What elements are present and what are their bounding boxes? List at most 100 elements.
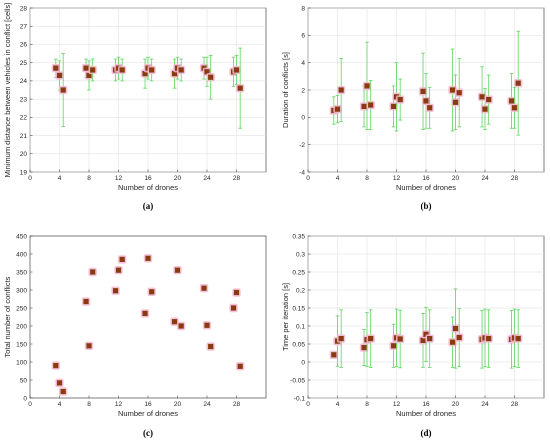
data-point [449, 87, 456, 93]
y-tick-label: 24 [20, 78, 28, 85]
data-point [452, 99, 459, 105]
x-tick-label: 16 [144, 401, 152, 408]
data-point [420, 337, 426, 343]
data-point [390, 343, 397, 349]
y-tick-label: 0 [301, 115, 305, 122]
data-point [83, 298, 89, 305]
y-tick-label: 0.1 [296, 323, 305, 330]
data-point [56, 380, 63, 386]
data-point [508, 98, 515, 104]
data-point [364, 83, 370, 89]
chart-panel-d: 0 4 8 12 16 20 24 28 -0.1 -0.05 0 0.05 0.1 0.15 0.2 0.2… [281, 233, 545, 438]
x-tick-label: 0 [28, 401, 32, 408]
y-tick-label: 22 [20, 115, 28, 122]
data-point [201, 285, 207, 291]
y-tick-label: 21 [20, 133, 28, 140]
data-point [361, 345, 367, 351]
data-point [149, 289, 155, 295]
data-point [230, 305, 237, 311]
data-point [368, 336, 374, 342]
data-point [511, 105, 518, 111]
data-point [331, 352, 337, 358]
data-point [233, 289, 240, 296]
y-tick-label: 8 [301, 5, 305, 12]
y-tick-label: 25 [20, 60, 28, 67]
x-tick-label: 8 [87, 401, 91, 408]
data-point [334, 106, 341, 112]
data-point [427, 105, 433, 111]
data-point [149, 67, 155, 73]
data-point [368, 102, 374, 108]
panel-label: (b) [421, 201, 432, 211]
x-tick-label: 8 [365, 175, 369, 182]
y-tick-label: 100 [16, 359, 27, 366]
data-point [237, 363, 243, 369]
y-tick-label: 350 [16, 269, 27, 276]
data-point [53, 65, 59, 71]
x-tick-label: 16 [422, 401, 430, 408]
data-point [208, 343, 214, 350]
x-axis-label: Number of drones [396, 183, 456, 192]
y-tick-label: 26 [20, 42, 28, 49]
y-tick-label: 6 [301, 33, 305, 40]
y-tick-label: 50 [20, 377, 28, 384]
data-point [486, 336, 492, 342]
data-point [86, 343, 92, 349]
data-point [119, 67, 125, 73]
chart-panel-c: 0 4 8 12 16 20 24 28 0 50 100 150 200 250 300 350 400 450… [3, 233, 267, 438]
y-tick-label: 4 [301, 60, 305, 67]
x-tick-label: 20 [452, 175, 460, 182]
x-tick-label: 24 [481, 401, 489, 408]
data-point [482, 106, 488, 112]
x-tick-label: 16 [422, 175, 430, 182]
x-tick-label: 24 [203, 175, 211, 182]
y-tick-label: 23 [20, 96, 28, 103]
x-tick-label: 4 [58, 175, 62, 182]
panel-label: (a) [143, 201, 154, 211]
y-tick-label: -4 [299, 169, 305, 176]
data-point [449, 339, 456, 345]
y-tick-label: 450 [16, 233, 27, 240]
x-tick-label: 0 [306, 401, 310, 408]
data-point [233, 67, 240, 73]
data-point [178, 323, 184, 329]
x-tick-label: 16 [144, 175, 152, 182]
x-tick-label: 4 [58, 401, 62, 408]
x-tick-label: 28 [511, 175, 519, 182]
y-tick-label: 300 [16, 287, 27, 294]
data-point [515, 80, 521, 86]
data-point [397, 96, 403, 103]
y-tick-label: 20 [20, 151, 28, 158]
y-tick-label: 400 [16, 251, 27, 258]
data-point [397, 336, 403, 342]
y-tick-label: 0.2 [296, 287, 305, 294]
data-point [515, 336, 521, 342]
data-point [456, 90, 462, 96]
data-point [142, 71, 148, 77]
data-point [112, 288, 119, 294]
chart-panel-a: 0 4 8 12 16 20 24 28 19 20 21 22 23 24 25 26 27 28 Number … [3, 3, 267, 211]
x-tick-label: 20 [452, 401, 460, 408]
data-point [390, 103, 397, 109]
y-tick-label: 0 [23, 395, 27, 402]
data-point [486, 96, 492, 103]
y-tick-label: 28 [20, 5, 28, 12]
y-tick-label: -0.05 [290, 377, 305, 384]
y-tick-label: 0.05 [292, 341, 305, 348]
data-point [423, 331, 429, 337]
x-tick-label: 20 [174, 175, 182, 182]
data-point [479, 94, 485, 100]
x-tick-label: 0 [28, 175, 32, 182]
y-tick-label: 2 [301, 87, 305, 94]
data-point [338, 87, 344, 93]
data-point [60, 388, 66, 395]
y-tick-label: 0.35 [292, 233, 305, 240]
x-axis-label: Number of drones [118, 183, 178, 192]
y-tick-label: 250 [16, 305, 27, 312]
panel-label: (d) [421, 428, 432, 438]
y-tick-label: -0.1 [294, 395, 306, 402]
y-axis-label: Total number of conflicts [3, 276, 12, 357]
x-tick-label: 24 [203, 401, 211, 408]
